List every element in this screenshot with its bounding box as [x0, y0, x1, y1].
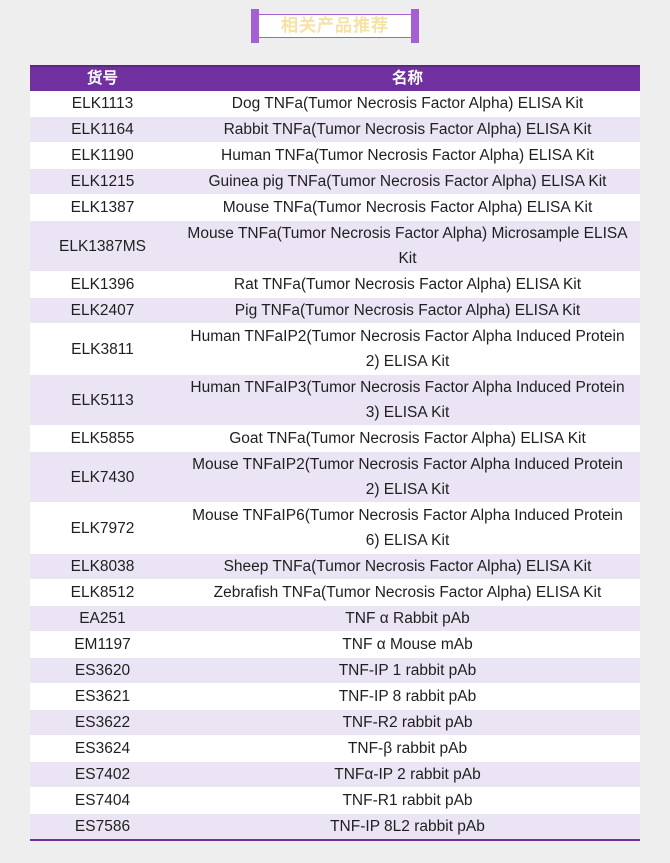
- product-code-cell: ES3620: [30, 657, 175, 684]
- product-name-cell: TNF-IP 8L2 rabbit pAb: [175, 813, 640, 840]
- product-name-cell: TNF-R2 rabbit pAb: [175, 709, 640, 736]
- product-name-cell: Human TNFaIP3(Tumor Necrosis Factor Alph…: [175, 374, 640, 426]
- table-row: ELK1387MS Mouse TNFa(Tumor Necrosis Facto…: [30, 220, 640, 272]
- related-products-table: 货号 名称 ELK1113 Dog TNFa(Tumor Necrosis Fac…: [30, 65, 640, 841]
- product-name-cell: Mouse TNFa(Tumor Necrosis Factor Alpha) …: [175, 194, 640, 221]
- product-name-cell: Goat TNFa(Tumor Necrosis Factor Alpha) E…: [175, 425, 640, 452]
- table-row: ELK5855 Goat TNFa(Tumor Necrosis Factor A…: [30, 425, 640, 452]
- product-code-cell: ELK1215: [30, 168, 175, 195]
- table-row: ELK8512 Zebrafish TNFa(Tumor Necrosis Fac…: [30, 579, 640, 606]
- product-code-cell: ELK1190: [30, 142, 175, 169]
- product-code-cell: ELK1387: [30, 194, 175, 221]
- product-name-cell: TNF-IP 1 rabbit pAb: [175, 657, 640, 684]
- table-row: ES3621 TNF-IP 8 rabbit pAb: [30, 683, 640, 710]
- product-name-cell: Guinea pig TNFa(Tumor Necrosis Factor Al…: [175, 168, 640, 195]
- banner-container: 相关产品推荐: [0, 0, 670, 43]
- table-row: ELK1396 Rat TNFa(Tumor Necrosis Factor Al…: [30, 271, 640, 298]
- column-header-name: 名称: [175, 65, 640, 91]
- product-code-cell: ES7402: [30, 761, 175, 788]
- banner-box: 相关产品推荐: [259, 14, 411, 38]
- product-name-cell: TNF α Mouse mAb: [175, 631, 640, 658]
- banner-title: 相关产品推荐: [281, 16, 389, 35]
- related-products-banner: 相关产品推荐: [251, 9, 419, 43]
- table-row: ELK7430 Mouse TNFaIP2(Tumor Necrosis Fact…: [30, 451, 640, 503]
- table-row: ELK8038 Sheep TNFa(Tumor Necrosis Factor …: [30, 553, 640, 580]
- product-name-cell: Human TNFaIP2(Tumor Necrosis Factor Alph…: [175, 323, 640, 375]
- product-name-cell: Sheep TNFa(Tumor Necrosis Factor Alpha) …: [175, 553, 640, 580]
- table-row: ELK1215 Guinea pig TNFa(Tumor Necrosis Fa…: [30, 168, 640, 195]
- product-code-cell: ELK7430: [30, 451, 175, 503]
- product-name-cell: Mouse TNFaIP2(Tumor Necrosis Factor Alph…: [175, 451, 640, 503]
- table-row: EM1197 TNF α Mouse mAb: [30, 631, 640, 658]
- table-row: ES3624 TNF-β rabbit pAb: [30, 735, 640, 762]
- product-code-cell: ELK1387MS: [30, 220, 175, 272]
- product-code-cell: ES7404: [30, 787, 175, 814]
- product-code-cell: ELK3811: [30, 323, 175, 375]
- table-row: ELK5113 Human TNFaIP3(Tumor Necrosis Fact…: [30, 374, 640, 426]
- product-name-cell: Dog TNFa(Tumor Necrosis Factor Alpha) EL…: [175, 91, 640, 117]
- product-code-cell: ELK1396: [30, 271, 175, 298]
- table-row: ES3622 TNF-R2 rabbit pAb: [30, 709, 640, 736]
- table-row: ES3620 TNF-IP 1 rabbit pAb: [30, 657, 640, 684]
- table-row: ELK1113 Dog TNFa(Tumor Necrosis Factor Al…: [30, 91, 640, 117]
- product-name-cell: TNF-R1 rabbit pAb: [175, 787, 640, 814]
- product-code-cell: ES7586: [30, 813, 175, 840]
- product-code-cell: ES3624: [30, 735, 175, 762]
- product-code-cell: ES3621: [30, 683, 175, 710]
- product-code-cell: ELK1164: [30, 116, 175, 143]
- product-code-cell: ELK1113: [30, 91, 175, 117]
- product-name-cell: TNF-β rabbit pAb: [175, 735, 640, 762]
- table-row: ELK1164 Rabbit TNFa(Tumor Necrosis Factor…: [30, 116, 640, 143]
- product-code-cell: EA251: [30, 605, 175, 632]
- product-name-cell: Rabbit TNFa(Tumor Necrosis Factor Alpha)…: [175, 116, 640, 143]
- product-name-cell: TNFα-IP 2 rabbit pAb: [175, 761, 640, 788]
- product-code-cell: ELK5855: [30, 425, 175, 452]
- product-code-cell: ELK2407: [30, 297, 175, 324]
- banner-right-bar: [411, 9, 419, 43]
- product-code-cell: ELK8512: [30, 579, 175, 606]
- table-row: ELK2407 Pig TNFa(Tumor Necrosis Factor Al…: [30, 297, 640, 324]
- product-name-cell: TNF-IP 8 rabbit pAb: [175, 683, 640, 710]
- product-name-cell: Human TNFa(Tumor Necrosis Factor Alpha) …: [175, 142, 640, 169]
- product-table-container: 货号 名称 ELK1113 Dog TNFa(Tumor Necrosis Fac…: [30, 65, 640, 841]
- product-name-cell: Mouse TNFa(Tumor Necrosis Factor Alpha) …: [175, 220, 640, 272]
- product-name-cell: Mouse TNFaIP6(Tumor Necrosis Factor Alph…: [175, 502, 640, 554]
- product-name-cell: Pig TNFa(Tumor Necrosis Factor Alpha) EL…: [175, 297, 640, 324]
- product-name-cell: Rat TNFa(Tumor Necrosis Factor Alpha) EL…: [175, 271, 640, 298]
- product-code-cell: ELK5113: [30, 374, 175, 426]
- table-row: ES7586 TNF-IP 8L2 rabbit pAb: [30, 813, 640, 840]
- product-code-cell: ES3622: [30, 709, 175, 736]
- table-row: ELK1190 Human TNFa(Tumor Necrosis Factor …: [30, 142, 640, 169]
- product-code-cell: EM1197: [30, 631, 175, 658]
- banner-left-bar: [251, 9, 259, 43]
- product-name-cell: TNF α Rabbit pAb: [175, 605, 640, 632]
- table-row: ES7402 TNFα-IP 2 rabbit pAb: [30, 761, 640, 788]
- table-row: ES7404 TNF-R1 rabbit pAb: [30, 787, 640, 814]
- table-row: ELK1387 Mouse TNFa(Tumor Necrosis Factor …: [30, 194, 640, 221]
- product-code-cell: ELK8038: [30, 553, 175, 580]
- table-header-row: 货号 名称: [30, 65, 640, 91]
- table-row: ELK3811 Human TNFaIP2(Tumor Necrosis Fact…: [30, 323, 640, 375]
- product-code-cell: ELK7972: [30, 502, 175, 554]
- column-header-code: 货号: [30, 65, 175, 91]
- table-row: ELK7972 Mouse TNFaIP6(Tumor Necrosis Fact…: [30, 502, 640, 554]
- table-row: EA251 TNF α Rabbit pAb: [30, 605, 640, 632]
- product-name-cell: Zebrafish TNFa(Tumor Necrosis Factor Alp…: [175, 579, 640, 606]
